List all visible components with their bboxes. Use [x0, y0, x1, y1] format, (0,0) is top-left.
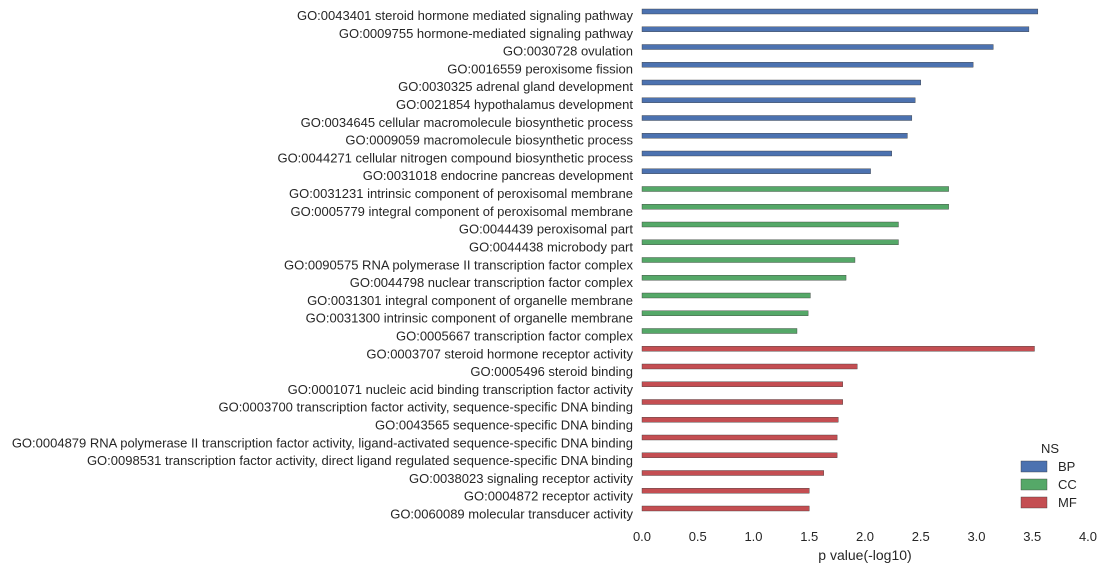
bar-mf: [641, 488, 810, 494]
bar-mf: [641, 363, 858, 370]
category-labels: GO:0043401 steroid hormone mediated sign…: [12, 8, 634, 522]
category-label: GO:0005667 transcription factor complex: [396, 328, 634, 343]
category-label: GO:0038023 signaling receptor activity: [409, 471, 634, 486]
bar-mf: [641, 452, 838, 458]
bar-mf: [641, 434, 838, 441]
category-label: GO:0009059 macromolecule biosynthetic pr…: [345, 133, 633, 148]
bar-mf: [641, 346, 1035, 352]
x-tick-label: 4.0: [1079, 529, 1097, 544]
category-label: GO:0034645 cellular macromolecule biosyn…: [301, 115, 634, 130]
x-tick-label: 2.5: [912, 529, 930, 544]
category-label: GO:0005779 integral component of peroxis…: [290, 204, 633, 219]
bar-cc: [641, 275, 847, 281]
category-label: GO:0044439 peroxisomal part: [459, 222, 634, 237]
x-tick-label: 0.0: [633, 529, 651, 544]
bar-cc: [641, 292, 811, 299]
legend-swatch-bp: [1020, 460, 1048, 473]
bar-mf: [641, 381, 843, 387]
bar-bp: [641, 115, 913, 121]
bar-mf: [641, 417, 839, 423]
category-label: GO:0098531 transcription factor activity…: [87, 453, 633, 468]
category-label: GO:0043401 steroid hormone mediated sign…: [297, 8, 634, 23]
bar-bp: [641, 62, 974, 68]
bar-bp: [641, 168, 871, 174]
category-label: GO:0030325 adrenal gland development: [398, 79, 633, 94]
bar-bp: [641, 133, 908, 139]
category-label: GO:0044798 nuclear transcription factor …: [350, 275, 634, 290]
legend-entries: BP CC MF: [1020, 459, 1077, 510]
category-label: GO:0021854 hypothalamus development: [396, 97, 633, 112]
bar-bp: [641, 150, 892, 157]
bar-cc: [641, 257, 856, 263]
category-label: GO:0005496 steroid binding: [470, 364, 633, 379]
x-tick-label: 3.5: [1023, 529, 1041, 544]
bar-bp: [641, 8, 1039, 15]
category-label: GO:0044438 microbody part: [469, 239, 633, 254]
bar-cc: [641, 221, 899, 228]
legend-label-bp: BP: [1058, 459, 1075, 474]
bar-bp: [641, 97, 916, 103]
legend: NS BP CC MF: [1020, 441, 1077, 510]
x-tick-label: 3.0: [967, 529, 985, 544]
x-tick-label: 1.5: [800, 529, 818, 544]
category-label: GO:0004879 RNA polymerase II transcripti…: [12, 435, 633, 450]
legend-title: NS: [1041, 441, 1059, 456]
bar-mf: [641, 505, 810, 512]
category-label: GO:0001071 nucleic acid binding transcri…: [288, 382, 634, 397]
category-label: GO:0004872 receptor activity: [464, 489, 634, 504]
bar-cc: [641, 239, 899, 245]
bar-bp: [641, 26, 1030, 32]
category-label: GO:0031301 integral component of organel…: [307, 293, 633, 308]
category-label: GO:0044271 cellular nitrogen compound bi…: [277, 150, 633, 165]
category-label: GO:0031300 intrinsic component of organe…: [306, 311, 633, 326]
x-tick-label: 2.0: [856, 529, 874, 544]
bar-cc: [641, 186, 949, 192]
category-label: GO:0090575 RNA polymerase II transcripti…: [284, 257, 633, 272]
x-tick-label: 1.0: [744, 529, 762, 544]
category-label: GO:0031231 intrinsic component of peroxi…: [289, 186, 633, 201]
bar-cc: [641, 204, 949, 210]
x-tick-label: 0.5: [689, 529, 707, 544]
category-label: GO:0043565 sequence-specific DNA binding: [375, 417, 633, 432]
bar-bp: [641, 79, 921, 86]
legend-label-cc: CC: [1058, 477, 1077, 492]
category-label: GO:0003700 transcription factor activity…: [218, 400, 633, 415]
x-axis-ticks: 0.0 0.5 1.0 1.5 2.0 2.5 3.0 3.5 4.0: [633, 529, 1097, 544]
x-axis-title: p value(-log10): [818, 547, 911, 563]
category-label: GO:0009755 hormone-mediated signaling pa…: [339, 26, 634, 41]
legend-label-mf: MF: [1058, 495, 1077, 510]
bar-cc: [641, 310, 809, 316]
category-label: GO:0030728 ovulation: [503, 44, 633, 59]
category-label: GO:0031018 endocrine pancreas developmen…: [363, 168, 634, 183]
legend-swatch-mf: [1020, 496, 1048, 509]
bar-mf: [641, 399, 843, 405]
legend-swatch-cc: [1020, 478, 1048, 491]
bars-layer: [641, 8, 1039, 512]
category-label: GO:0060089 molecular transducer activity: [390, 507, 633, 522]
category-label: GO:0016559 peroxisome fission: [447, 61, 633, 76]
bar-cc: [641, 328, 798, 334]
category-label: GO:0003707 steroid hormone receptor acti…: [366, 346, 633, 361]
bar-bp: [641, 44, 994, 50]
bar-mf: [641, 470, 824, 476]
